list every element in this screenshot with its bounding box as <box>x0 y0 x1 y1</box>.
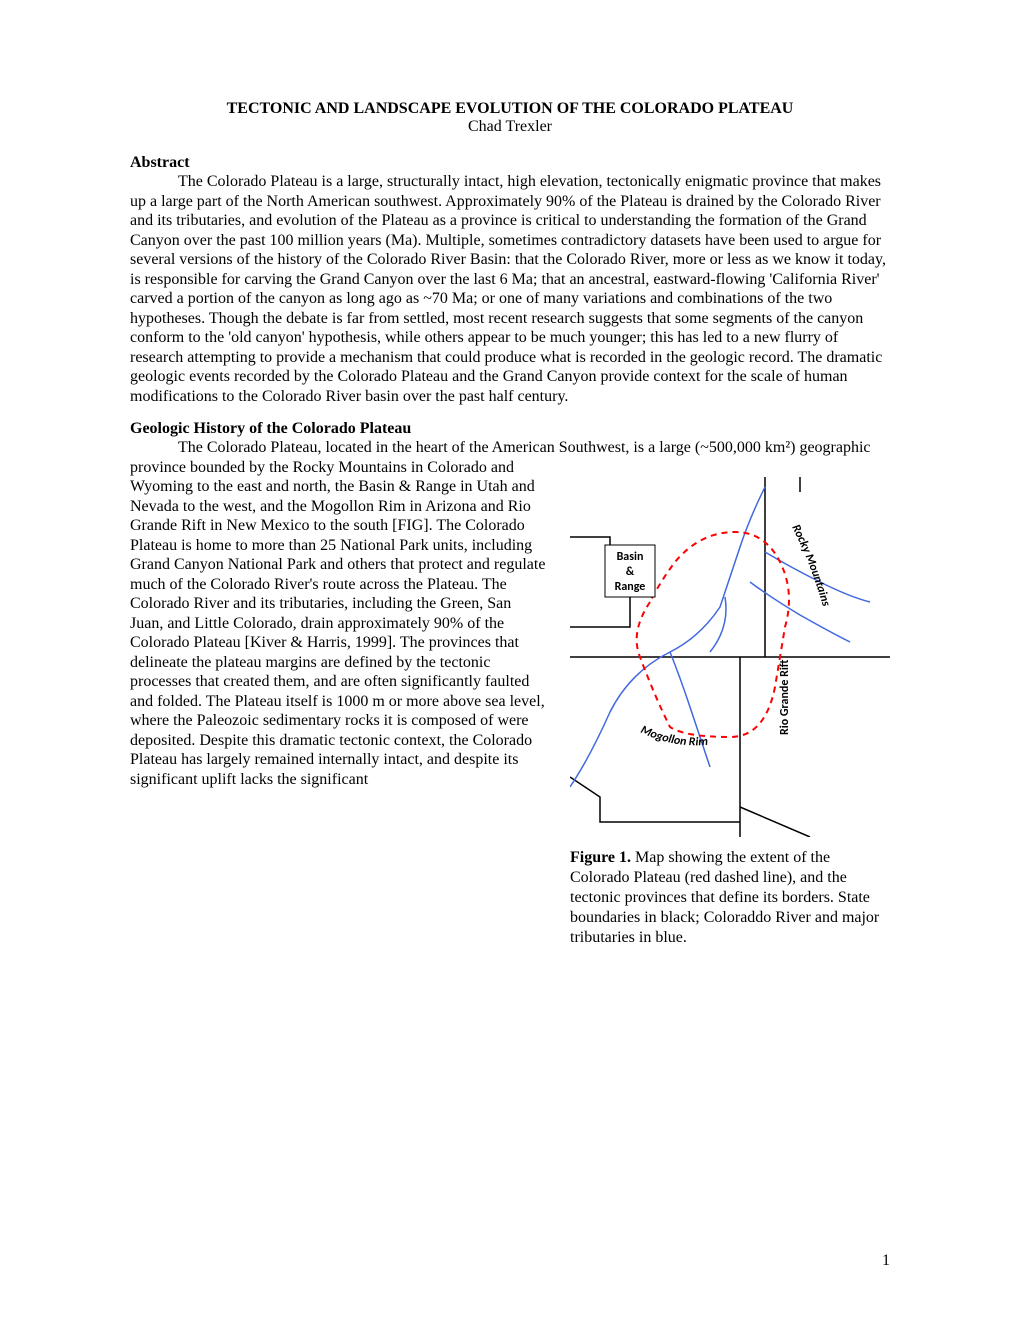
section2-heading: Geologic History of the Colorado Plateau <box>130 420 890 438</box>
figure-1-map: Basin&RangeRocky MountainsMogollon RimRi… <box>570 477 890 837</box>
figure-1-label: Figure 1. <box>570 849 631 866</box>
abstract-text: The Colorado Plateau is a large, structu… <box>130 172 890 406</box>
paper-author: Chad Trexler <box>130 118 890 136</box>
section2-lead: The Colorado Plateau, located in the hea… <box>130 438 890 477</box>
svg-text:Rio Grande Rift: Rio Grande Rift <box>778 659 792 735</box>
paper-title: TECTONIC AND LANDSCAPE EVOLUTION OF THE … <box>130 100 890 118</box>
svg-text:Basin: Basin <box>617 550 644 564</box>
abstract-heading: Abstract <box>130 154 890 172</box>
svg-text:&: & <box>626 565 635 579</box>
section2-wrap: Wyoming to the east and north, the Basin… <box>130 477 546 789</box>
page-number: 1 <box>882 1252 890 1270</box>
figure-1-caption: Figure 1. Map showing the extent of the … <box>570 848 890 948</box>
figure-1: Basin&RangeRocky MountainsMogollon RimRi… <box>570 477 890 948</box>
svg-text:Range: Range <box>615 580 646 594</box>
